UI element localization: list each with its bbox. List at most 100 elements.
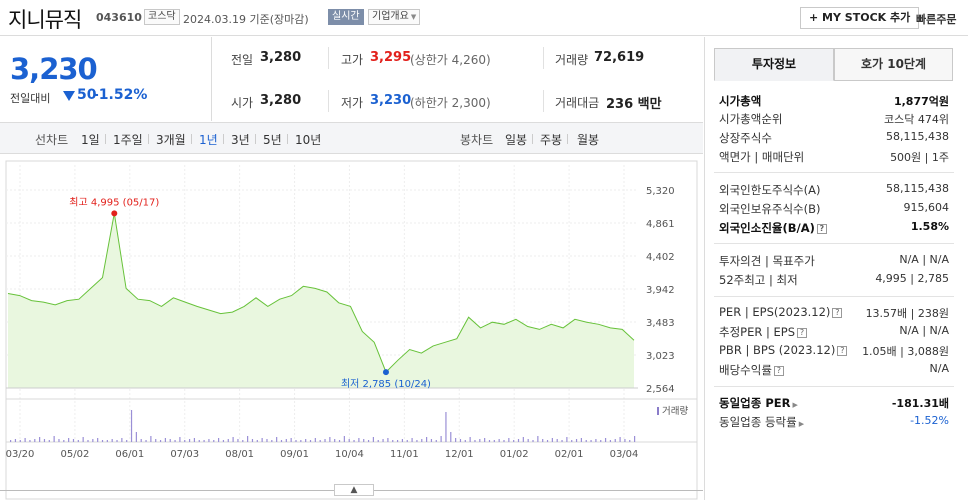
- volume-bar: [464, 440, 466, 442]
- help-icon[interactable]: ?: [837, 345, 848, 356]
- volume-bar: [363, 439, 365, 442]
- period-1y[interactable]: 1년: [199, 133, 218, 147]
- volume-bar: [106, 440, 108, 442]
- volume-bar: [575, 439, 578, 442]
- volume-bar: [474, 440, 476, 442]
- min-marker: [382, 369, 389, 376]
- volume-bar: [203, 440, 205, 442]
- volume-label: 거래량: [555, 53, 589, 67]
- volume-bar: [208, 439, 210, 442]
- lower-limit: (하한가 2,300): [410, 96, 491, 110]
- max-marker: [111, 210, 118, 217]
- volume-bar: [63, 440, 65, 442]
- volume-bar: [14, 439, 17, 442]
- help-icon[interactable]: ?: [816, 223, 827, 234]
- period-3y[interactable]: 3년: [231, 133, 250, 147]
- volume-bar: [343, 436, 345, 442]
- change-label: 전일대비: [10, 92, 51, 105]
- volume-bar: [571, 440, 573, 442]
- period-3m[interactable]: 3개월: [156, 133, 186, 147]
- volume-bar: [72, 439, 75, 442]
- collapse-button[interactable]: ▲: [334, 484, 374, 496]
- volume-bar: [19, 440, 21, 442]
- info-row-foreign-holding: 외국인보유주식수(B) 915,604: [719, 201, 949, 216]
- volume-bar: [198, 440, 200, 442]
- company-info-button[interactable]: 기업개요 ▼: [368, 9, 421, 25]
- info-row-per-eps: PER | EPS(2023.12)? 13.57배 | 238원: [719, 305, 949, 320]
- period-1w[interactable]: 1주일: [113, 133, 143, 147]
- period-5y[interactable]: 5년: [263, 133, 282, 147]
- high-label: 고가: [341, 53, 364, 67]
- chevron-down-icon: ▼: [410, 13, 417, 21]
- market-badge: 코스닥: [144, 9, 180, 25]
- volume-bar: [551, 438, 553, 442]
- divider: [714, 296, 954, 297]
- volume-bar: [77, 440, 79, 442]
- volume-bar: [237, 439, 239, 442]
- volume-bar: [218, 438, 220, 442]
- candle-monthly[interactable]: 월봉: [577, 133, 600, 147]
- volume-bar: [309, 440, 312, 442]
- x-tick-label: 07/03: [170, 449, 199, 460]
- live-badge[interactable]: 실시간: [328, 9, 364, 25]
- volume-bar: [556, 439, 558, 442]
- volume-bar: [338, 440, 341, 442]
- tab-orderbook[interactable]: 호가 10단계: [834, 48, 953, 81]
- info-row-52week: 52주최고 | 최저 4,995 | 2,785: [719, 272, 949, 287]
- volume-bar: [493, 440, 495, 442]
- x-tick-label: 10/04: [335, 449, 364, 460]
- period-10y[interactable]: 10년: [295, 133, 322, 147]
- volume-bar: [595, 439, 597, 442]
- volume-bar: [358, 438, 360, 442]
- add-mystock-button[interactable]: + MY STOCK 추가: [800, 7, 920, 29]
- volume-bar: [227, 439, 229, 442]
- volume-bar: [92, 439, 94, 442]
- volume-bar: [140, 439, 142, 442]
- period-toolbar: [0, 122, 703, 154]
- candle-weekly[interactable]: 주봉: [540, 133, 563, 147]
- down-triangle-icon: [63, 91, 75, 101]
- info-row-market-cap: 시가총액 1,877억원: [719, 94, 949, 108]
- period-1d[interactable]: 1일: [81, 133, 100, 147]
- divider: [255, 134, 256, 144]
- help-icon[interactable]: ?: [832, 307, 843, 318]
- volume-bar: [416, 440, 418, 442]
- low-label: 저가: [341, 96, 364, 110]
- volume-bar: [609, 440, 612, 442]
- volume-bar: [24, 438, 26, 442]
- divider: [191, 134, 192, 144]
- volume-bar: [247, 436, 249, 442]
- info-row-sector-change: 동일업종 등락률 ▶ -1.52%: [719, 414, 949, 429]
- price-line: [7, 213, 635, 373]
- volume-bar: [261, 438, 263, 442]
- volume-bar: [319, 440, 321, 442]
- info-row-listed-shares: 상장주식수 58,115,438: [719, 130, 949, 145]
- quick-order-button[interactable]: 빠른주문: [916, 13, 957, 26]
- volume-bar: [619, 437, 621, 442]
- volume-bar: [334, 439, 336, 442]
- volume-bar: [300, 440, 302, 442]
- volume-bar: [155, 439, 157, 442]
- line-chart-label: 선차트: [35, 133, 69, 147]
- candle-daily[interactable]: 일봉: [505, 133, 528, 147]
- low-value: 3,230: [370, 93, 412, 108]
- volume-bar: [329, 437, 331, 442]
- x-tick-label: 12/01: [445, 449, 474, 460]
- help-icon[interactable]: ?: [773, 365, 784, 376]
- price-chart[interactable]: 5,320 4,861 4,402 3,942 3,483 3,023 2,564 03/20…: [0, 155, 703, 500]
- volume-bar: [48, 440, 50, 442]
- info-row-market-cap-rank: 시가총액순위 코스닥 474위: [719, 112, 949, 126]
- divider: [714, 386, 954, 387]
- divider: [287, 134, 288, 144]
- volume-bar: [590, 440, 592, 442]
- help-icon[interactable]: ?: [797, 327, 808, 338]
- volume-bar: [188, 439, 191, 442]
- volume-bar: [503, 440, 505, 442]
- volume-bar: [445, 412, 447, 442]
- volume-bar: [251, 439, 254, 442]
- tab-investment-info[interactable]: 투자정보: [714, 48, 834, 81]
- volume-bar: [276, 437, 278, 442]
- upper-limit: (상한가 4,260): [410, 53, 491, 67]
- volume-bar: [164, 438, 166, 442]
- volume-bar: [130, 410, 133, 442]
